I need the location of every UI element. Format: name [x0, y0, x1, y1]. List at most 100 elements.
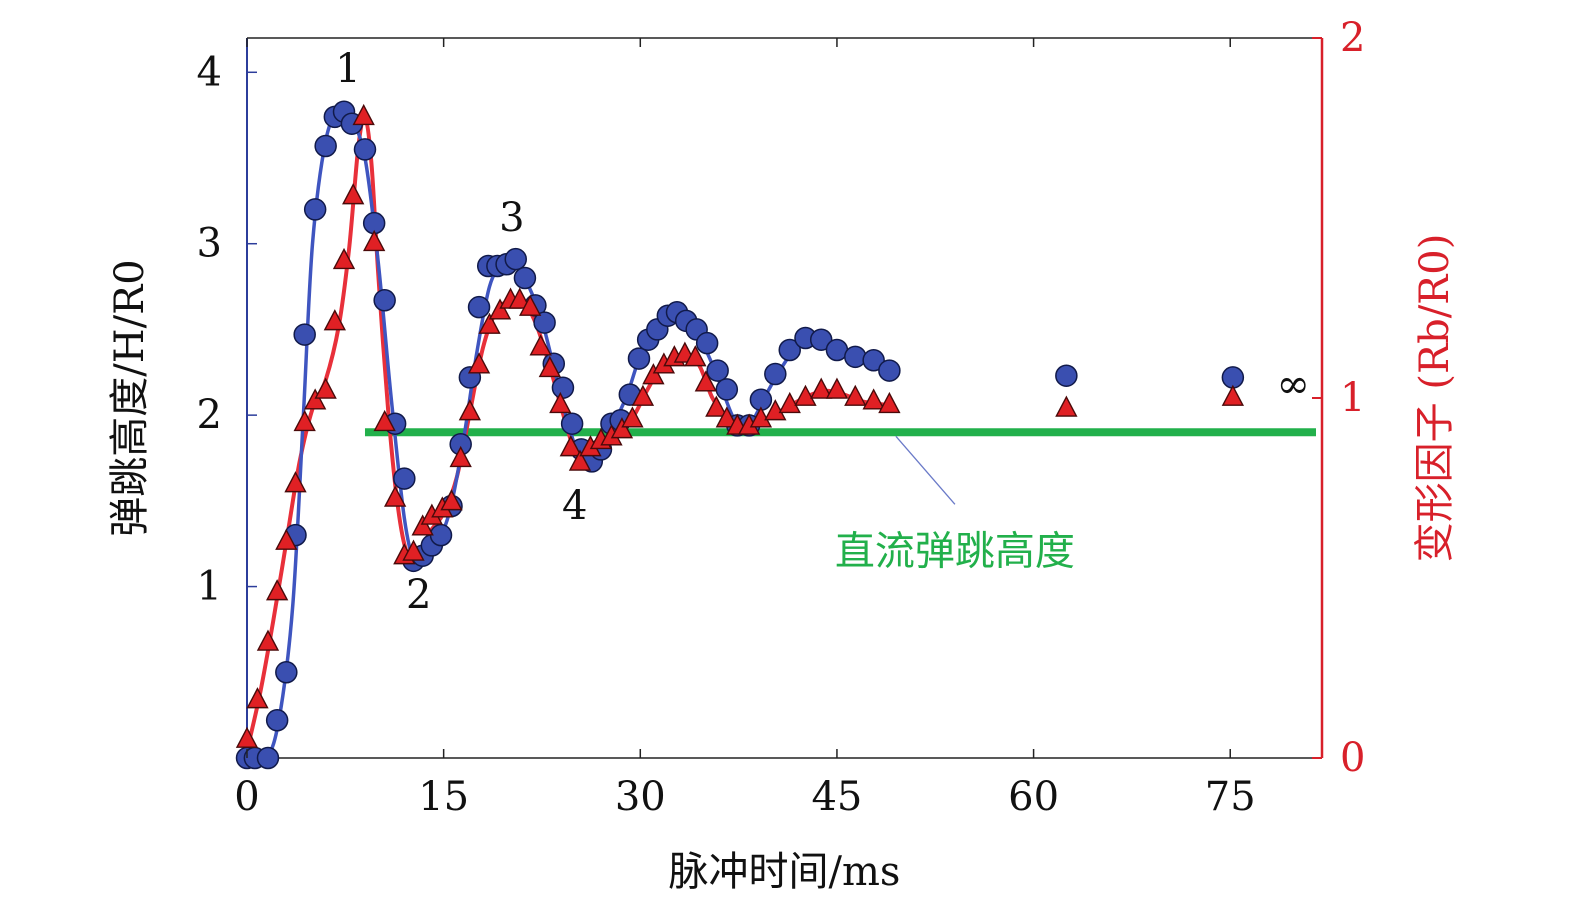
x-tick-label: 0 [234, 774, 259, 820]
deformation-factor-point [519, 294, 542, 316]
deformation-factor-point [825, 377, 849, 399]
x-tick-label: 45 [811, 774, 862, 820]
deformation-factor-point [458, 399, 482, 421]
deformation-factor-point [467, 352, 491, 374]
deformation-factor-point [235, 726, 259, 748]
deformation-factor-point [778, 391, 801, 414]
deformation-factor-point [440, 489, 463, 511]
bounce-height-point [1055, 364, 1078, 387]
deformation-factor-point [529, 334, 552, 356]
deformation-factor-point [275, 528, 298, 550]
bounce-height-point [504, 247, 527, 271]
x-tick-label: 75 [1205, 774, 1256, 820]
deformation-factor-point [559, 435, 582, 457]
bounce-height-point [778, 338, 801, 362]
deformation-factor-point [549, 391, 572, 414]
deformation-factor-point [323, 309, 346, 331]
deformation-factor-point [293, 409, 316, 432]
x-tick-label: 60 [1008, 774, 1059, 820]
bounce-height-point [513, 266, 537, 290]
bounce-height-point [695, 331, 719, 355]
bounce-height-point [862, 349, 885, 372]
deformation-factor-point [352, 103, 375, 126]
deformation-factor-point [694, 370, 718, 392]
axis-layer: 0 15 30 45 60 75 1 2 3 4 0 1 2 脉冲时间/ms 弹跳高度/H/R0 变形因子 (… [107, 15, 1458, 895]
reference-line-layer: 直流弹跳高度 [364, 428, 1316, 574]
annotation-layer: 1 2 3 4 ∞ [335, 46, 1310, 618]
bounce-height-point [878, 359, 901, 382]
right-y-tick-label: 0 [1340, 735, 1365, 781]
x-tick-label: 30 [615, 774, 666, 820]
deformation-factor-point [402, 539, 425, 561]
deformation-factor-point [862, 388, 885, 410]
peak-annotation: 3 [499, 195, 524, 241]
bounce-height-point [256, 746, 280, 770]
deformation-factor-point [304, 388, 327, 410]
peak-annotation: 1 [335, 46, 360, 92]
plot-frame [246, 37, 1324, 759]
deformation-factor-point [621, 406, 644, 428]
left-y-tick-label: 4 [197, 49, 222, 95]
bounce-height-point [303, 198, 327, 221]
deformation-factor-point [705, 395, 728, 417]
bounce-height-point [467, 295, 491, 319]
deformation-factor-point [508, 287, 531, 309]
deformation-factor-point [332, 247, 356, 270]
bounce-height-point [393, 467, 416, 490]
deformation-factor-point [256, 629, 280, 651]
deformation-factor-point [794, 384, 817, 406]
peak-annotation: 4 [562, 483, 587, 529]
bounce-height-point [560, 412, 584, 435]
bounce-height-point [314, 134, 337, 158]
dc-label-pointer [895, 435, 956, 505]
deformation-factor-point [449, 445, 472, 468]
deformation-factor-point [383, 485, 407, 507]
deformation-factor-point [246, 687, 269, 709]
deformation-factor-point [314, 377, 337, 399]
x-tick-label: 15 [418, 774, 469, 820]
deformation-factor-point [265, 579, 289, 601]
deformation-factor-point [715, 406, 738, 428]
deformation-factor-point [844, 384, 867, 406]
right-y-tick-label: 2 [1340, 15, 1365, 61]
left-y-tick-label: 2 [197, 392, 222, 438]
peak-annotation: ∞ [1276, 361, 1309, 407]
deformation-factor-point [610, 417, 634, 439]
bounce-height-point [275, 661, 298, 684]
deformation-factor-point [1055, 395, 1078, 417]
bounce-height-point [844, 345, 867, 369]
bounce-height-point [429, 523, 453, 547]
bounce-height-point [533, 311, 556, 334]
left-y-axis-title: 弹跳高度/H/R0 [107, 259, 153, 536]
left-y-tick-label: 1 [197, 564, 222, 610]
peak-annotation: 2 [406, 572, 431, 618]
deformation-factor-point [411, 514, 434, 536]
right-y-axis-title: 变形因子 (Rb/R0) [1412, 234, 1458, 563]
bounce-height-point [353, 138, 377, 161]
x-axis-title: 脉冲时间/ms [669, 849, 901, 895]
dc-bounce-height-label: 直流弹跳高度 [835, 528, 1075, 574]
deformation-factor-point [631, 384, 655, 406]
deformation-factor-point [284, 471, 307, 493]
bounce-height-point [551, 376, 575, 399]
marker-layer [235, 100, 1245, 770]
deformation-factor-point [684, 345, 707, 367]
bounce-height-point [265, 709, 289, 732]
bounce-height-point [627, 347, 651, 370]
deformation-factor-point [1221, 384, 1245, 406]
deformation-factor-point [642, 363, 665, 385]
deformation-factor-point [488, 298, 512, 320]
right-y-tick-label: 1 [1340, 375, 1365, 421]
deformation-factor-point [363, 229, 386, 252]
deformation-factor-point [478, 312, 501, 334]
deformation-factor-point [568, 449, 592, 471]
deformation-factor-point [373, 409, 396, 432]
bounce-height-point [764, 362, 787, 386]
deformation-factor-point [538, 355, 561, 378]
deformation-factor-point [342, 183, 365, 205]
deformation-factor-point [810, 377, 833, 399]
bounce-height-point [715, 378, 739, 401]
bounce-height-point [293, 323, 316, 346]
deformation-factor-point [878, 391, 901, 414]
